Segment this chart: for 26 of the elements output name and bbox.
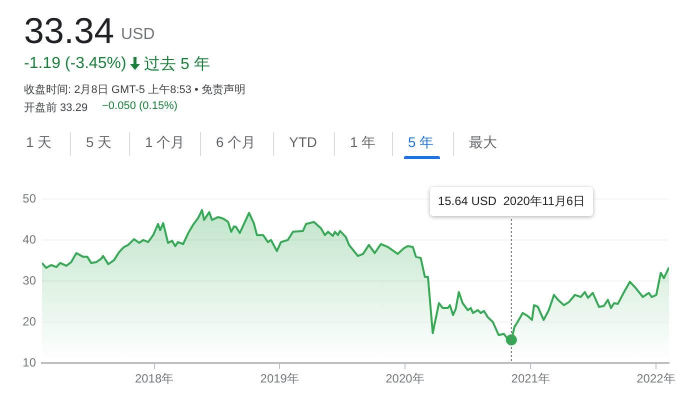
text: 过去 5 年 <box>144 54 210 75</box>
text: 5 年 <box>408 134 434 152</box>
chart-subtitle: -1.19 (-3.45%) <box>24 55 126 73</box>
text: 开盘前 33.29 <box>24 101 88 115</box>
x-tick-label: 2020年 <box>386 372 424 386</box>
text: 收盘时间: 2月8日 GMT-5 上午8:53 • 免责声明 <box>24 82 246 97</box>
text: 1 个月 <box>145 134 185 152</box>
x-tick-label: 2022年 <box>636 372 676 386</box>
text: 1 年 <box>350 134 376 152</box>
chart-title: 33.34 <box>24 10 114 52</box>
y-tick-label: 10 <box>22 355 36 370</box>
text: −0.050 (0.15%) <box>102 100 178 112</box>
text: YTD <box>289 134 317 150</box>
y-tick-label: 30 <box>22 273 36 288</box>
y-tick-label: 40 <box>22 232 36 246</box>
x-tick-label: 2019年 <box>260 372 299 386</box>
text: 最大 <box>469 134 497 152</box>
text: 5 天 <box>86 134 112 152</box>
x-tick-label: 2018年 <box>134 372 174 386</box>
y-tick-label: 20 <box>22 314 36 328</box>
y-tick-label: 50 <box>22 191 36 206</box>
x-tick-label: 2021年 <box>511 372 550 386</box>
text: USD <box>121 26 155 44</box>
annotation: 15.64 USD 2020年11月6日 <box>430 187 594 216</box>
text: 1 天 <box>26 134 52 152</box>
text: 6 个月 <box>216 134 256 152</box>
